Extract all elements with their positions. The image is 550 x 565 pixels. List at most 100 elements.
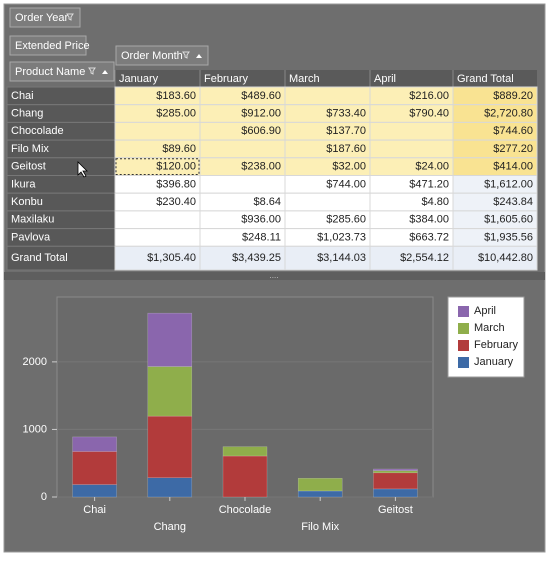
cell-value: $1,023.73 xyxy=(317,231,366,243)
cell-value: $744.60 xyxy=(493,125,533,137)
cell-value: $1,612.00 xyxy=(484,178,533,190)
cell-value: $1,305.40 xyxy=(147,252,196,264)
cell-value: $216.00 xyxy=(409,90,449,102)
cell-value: $384.00 xyxy=(409,214,449,226)
field-button[interactable] xyxy=(9,35,87,56)
filter-icon xyxy=(182,51,190,59)
row-label: Geitost xyxy=(11,161,46,173)
row-label: Grand Total xyxy=(11,252,68,264)
bar-segment xyxy=(373,468,418,471)
cursor xyxy=(77,161,88,178)
bar-segment xyxy=(373,488,418,498)
cell-value: $137.70 xyxy=(326,125,366,137)
x-tick-label: Geitost xyxy=(378,504,413,516)
splitter[interactable] xyxy=(4,272,545,280)
row-label: Filo Mix xyxy=(11,143,49,155)
column-header: February xyxy=(204,73,249,85)
field-button[interactable] xyxy=(9,7,81,28)
cell xyxy=(369,139,454,159)
x-tick-label: Chai xyxy=(83,504,106,516)
cell-value: $663.72 xyxy=(409,231,449,243)
legend-swatch xyxy=(458,306,469,317)
legend-label: March xyxy=(474,322,505,334)
cell-value: $489.60 xyxy=(241,90,281,102)
header-row xyxy=(115,70,537,87)
cell-value: $471.20 xyxy=(409,178,449,190)
bar-segment xyxy=(373,472,418,490)
cell xyxy=(284,192,371,212)
cell-value: $2,720.80 xyxy=(484,107,533,119)
cell-value: $187.60 xyxy=(326,143,366,155)
row-label: Ikura xyxy=(11,178,36,190)
filter-icon xyxy=(88,67,96,75)
y-tick-label: 2000 xyxy=(23,356,47,368)
filter-icon xyxy=(66,13,74,21)
bar-segment xyxy=(373,470,418,474)
bar-segment xyxy=(147,312,193,367)
cell-value: $183.60 xyxy=(156,90,196,102)
bar-segment xyxy=(297,490,343,498)
cell xyxy=(114,210,201,230)
cell-value: $744.00 xyxy=(326,178,366,190)
column-header: March xyxy=(289,73,320,85)
cell-value: $285.60 xyxy=(326,214,366,226)
field-button[interactable] xyxy=(9,61,115,82)
y-tick-label: 1000 xyxy=(23,423,47,435)
cell-value: $10,442.80 xyxy=(478,252,533,264)
bar-segment xyxy=(222,455,268,498)
legend-label: January xyxy=(474,356,514,368)
splitter-grip: .... xyxy=(270,271,279,280)
cell-value: $414.00 xyxy=(493,161,533,173)
row-label: Pavlova xyxy=(11,231,51,243)
cell-value: $733.40 xyxy=(326,107,366,119)
pivot-grid: Order Year Extended Price Product Name Orde… xyxy=(6,7,538,271)
cell-value: $889.20 xyxy=(493,90,533,102)
bar-segment xyxy=(297,478,343,492)
cell-value: $1,935.56 xyxy=(484,231,533,243)
cell-value: $936.00 xyxy=(241,214,281,226)
field-label: Order Month xyxy=(121,50,183,62)
bar-segment xyxy=(72,436,117,452)
y-tick-label: 0 xyxy=(41,491,47,503)
cell-value: $2,554.12 xyxy=(400,252,449,264)
cell xyxy=(284,86,371,106)
cell-value: $1,605.60 xyxy=(484,214,533,226)
sort-icon xyxy=(196,54,202,58)
cell-value: $606.90 xyxy=(241,125,281,137)
column-header: April xyxy=(374,73,396,85)
field-label: Extended Price xyxy=(15,40,90,52)
cell-value: $3,439.25 xyxy=(232,252,281,264)
field-label: Order Year xyxy=(15,12,69,24)
field-label: Product Name xyxy=(15,66,85,78)
legend-label: February xyxy=(474,339,519,351)
cell-value: $238.00 xyxy=(241,161,281,173)
x-tick-label: Chang xyxy=(154,521,186,533)
bar-segment xyxy=(222,446,268,457)
chart: 0 1000 2000 Chai Chang Chocolade Filo Mix Geito… xyxy=(23,296,525,533)
bar-segment xyxy=(147,415,193,478)
row-label: Chang xyxy=(11,107,43,119)
focused-cell xyxy=(115,158,200,176)
field-button[interactable] xyxy=(115,45,209,66)
x-tick-label: Chocolade xyxy=(219,504,272,516)
cell-value: $32.00 xyxy=(332,161,366,173)
cell xyxy=(114,121,201,141)
cell-value: $24.00 xyxy=(415,161,449,173)
cell-value: $8.64 xyxy=(253,196,281,208)
cell-value: $790.40 xyxy=(409,107,449,119)
cell-value: $3,144.03 xyxy=(317,252,366,264)
row-label: Maxilaku xyxy=(11,214,54,226)
cell-value: $120.00 xyxy=(156,161,196,173)
cell xyxy=(199,175,286,194)
bar-segment xyxy=(72,451,117,485)
cell xyxy=(369,121,454,141)
cell xyxy=(114,228,201,247)
cell xyxy=(452,245,538,271)
sort-icon xyxy=(102,70,108,74)
column-header: January xyxy=(119,73,159,85)
column-header: Grand Total xyxy=(457,73,514,85)
row-label: Chocolade xyxy=(11,125,64,137)
cell xyxy=(199,139,286,159)
cell-value: $396.80 xyxy=(156,178,196,190)
